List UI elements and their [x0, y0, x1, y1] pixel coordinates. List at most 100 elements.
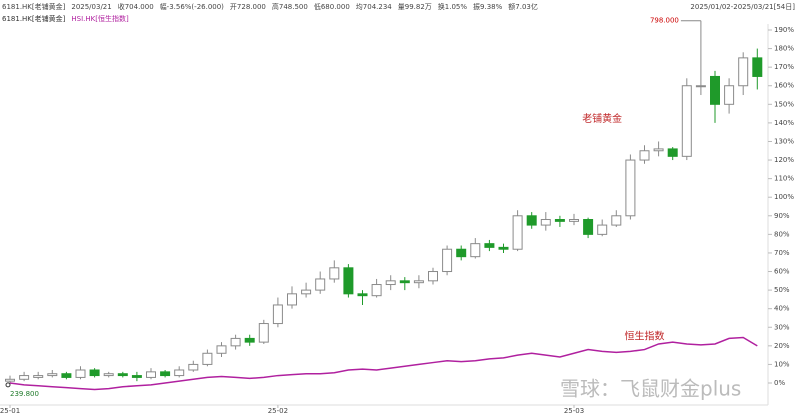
candle-body: [583, 219, 594, 235]
candle-body: [188, 363, 199, 371]
candle-body: [230, 337, 241, 347]
price-annotation: 798.000: [650, 17, 679, 25]
candle-body: [258, 323, 269, 343]
y-tick-label: 0%: [774, 379, 785, 387]
y-tick-label: 10%: [774, 360, 790, 368]
candle-body: [653, 148, 664, 152]
candle-body: [456, 248, 467, 258]
annotation-dot: [5, 382, 11, 388]
watermark: 雪球：飞鼠财金plus: [560, 377, 741, 401]
candle-body: [61, 373, 72, 378]
y-tick-label: 50%: [774, 286, 790, 294]
y-tick-label: 140%: [774, 119, 794, 127]
y-tick-label: 190%: [774, 26, 794, 34]
candle-body: [315, 278, 326, 291]
y-tick-label: 90%: [774, 212, 790, 220]
candle-body: [343, 267, 354, 295]
candle-body: [75, 369, 86, 378]
y-tick-label: 70%: [774, 249, 790, 257]
candle-body: [554, 219, 565, 222]
y-tick-label: 20%: [774, 342, 790, 350]
y-tick-label: 120%: [774, 156, 794, 164]
candle-body: [329, 267, 340, 280]
y-tick-label: 30%: [774, 323, 790, 331]
legend-entry: HSI.HK[恒生指数]: [71, 14, 129, 23]
candle-body: [512, 215, 523, 250]
annotation: 恒生指数: [625, 330, 665, 343]
header-field: 2025/03/21: [71, 3, 111, 11]
header-field: 低680.000: [314, 2, 350, 11]
candle-body: [484, 243, 495, 248]
candle-body: [413, 280, 424, 284]
candle-body: [625, 159, 636, 217]
y-tick-label: 100%: [774, 193, 794, 201]
candle-body: [47, 373, 58, 377]
candle-body: [33, 375, 44, 378]
candle-body: [216, 345, 227, 354]
x-tick-label: 25-01: [0, 407, 20, 415]
candle-body: [357, 293, 368, 297]
candle-body: [19, 375, 30, 380]
candle-body: [301, 289, 312, 295]
x-tick-label: 25-02: [268, 407, 288, 415]
candle-body: [442, 248, 453, 273]
y-tick-label: 130%: [774, 137, 794, 145]
legend-entry: 6181.HK[老铺黄金]: [2, 14, 66, 23]
candle-body: [428, 271, 438, 282]
candle-body: [146, 371, 156, 378]
candle-body: [738, 57, 749, 87]
header-field: 均704.234: [356, 2, 392, 11]
candle-body: [470, 243, 481, 258]
index-line: [9, 336, 758, 391]
candle-body: [202, 352, 213, 365]
candle-body: [287, 293, 297, 306]
header-field: 振9.38%: [473, 2, 503, 11]
candle-body: [89, 369, 100, 377]
y-tick-label: 110%: [774, 175, 794, 183]
candle-body: [611, 215, 622, 226]
header-field: 收704.000: [118, 2, 154, 11]
header-field: 开728.000: [230, 3, 266, 11]
y-tick-label: 40%: [774, 305, 790, 313]
candle-body: [752, 57, 763, 77]
price-annotation: 239.800: [10, 390, 39, 398]
y-tick-label: 170%: [774, 63, 794, 71]
candle-body: [103, 373, 114, 377]
candle-body: [244, 337, 255, 343]
header-field: 量99.82万: [398, 3, 432, 11]
candle-body: [724, 85, 735, 105]
y-tick-label: 60%: [774, 268, 790, 276]
candle-body: [385, 280, 396, 286]
y-tick-label: 80%: [774, 230, 790, 238]
x-tick-label: 25-03: [564, 407, 584, 415]
candle-body: [597, 224, 608, 235]
y-tick-label: 160%: [774, 82, 794, 90]
candle-body: [498, 246, 509, 250]
candle-body: [681, 85, 692, 157]
candle-body: [526, 215, 537, 226]
header-field: 6181.HK[老铺黄金]: [2, 2, 66, 11]
header-field: 额7.03亿: [508, 2, 538, 11]
candle-body: [272, 304, 283, 325]
candle-body: [371, 284, 382, 297]
candle-body: [160, 371, 171, 377]
y-tick-label: 150%: [774, 100, 794, 108]
candle-body: [117, 373, 128, 377]
candle-body: [695, 85, 706, 88]
header-field: 高748.500: [272, 2, 308, 11]
header-field: 换1.05%: [438, 2, 468, 11]
candle-body: [399, 280, 410, 284]
header-field: 幅-3.56%(-26.000): [160, 2, 225, 11]
candle-body: [131, 375, 142, 378]
candle-body: [710, 75, 720, 105]
candle-body: [667, 148, 678, 157]
candle-body: [639, 150, 650, 161]
candle-body: [5, 378, 15, 382]
candle-body: [540, 219, 551, 226]
annotation: 老铺黄金: [582, 112, 622, 125]
candle-body: [174, 369, 185, 377]
range-label: 2025/01/02-2025/03/21[54日]: [690, 3, 795, 11]
candle-body: [569, 219, 579, 222]
